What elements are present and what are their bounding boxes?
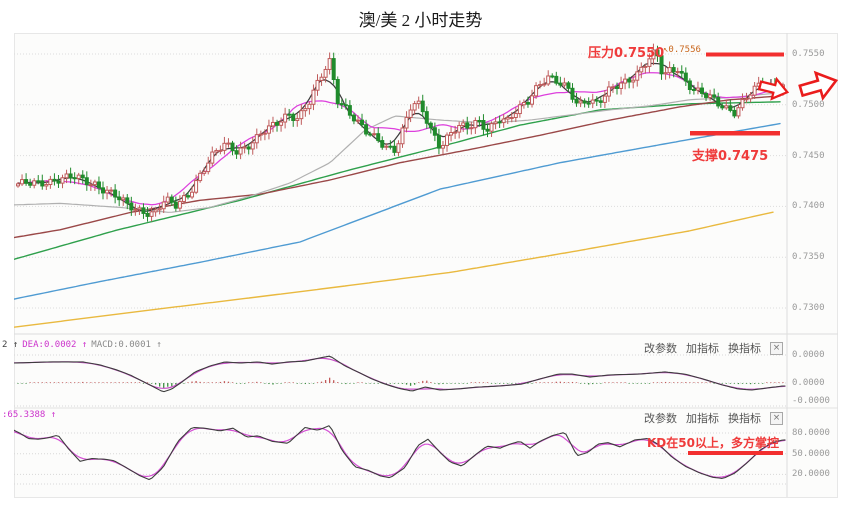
time-axis (14, 484, 787, 497)
kd-controls: 改参数 加指标 换指标 × (644, 410, 783, 426)
close-icon[interactable]: × (770, 411, 783, 425)
chart-container (14, 33, 838, 498)
y-axis-tick: 0.7500 (792, 99, 825, 110)
y-axis-tick: -0.0000 (792, 396, 830, 406)
arrow-up-left-icon: ↖ (663, 45, 669, 55)
high-price-marker: ↖0.7556 (663, 45, 701, 55)
kd-panel-header: :65.3388 ↑ 改参数 加指标 换指标 × (0, 410, 841, 426)
kd-annotation: KD在50以上，多方掌控 (647, 436, 779, 450)
y-axis-tick: 0.7450 (792, 150, 825, 161)
y-axis-tick: 0.0000 (792, 350, 825, 360)
resistance-label: 压力0.7550 (588, 46, 665, 61)
y-axis-tick: 0.7300 (792, 303, 825, 313)
high-price-value: 0.7556 (668, 45, 701, 55)
switch-indicator-button[interactable]: 换指标 (728, 412, 761, 425)
y-axis-tick: 80.0000 (792, 428, 830, 438)
macd-values-label: 2 ↑ DEA:0.0002 ↑ MACD:0.0001 ↑ (2, 340, 166, 350)
y-axis-tick: 20.0000 (792, 469, 830, 480)
macd-controls: 改参数 加指标 换指标 × (644, 340, 783, 356)
macd-value: DEA:0.0002 ↑ (22, 340, 88, 350)
y-axis-tick: 0.7350 (792, 252, 825, 263)
chart-title: 澳/美 2 小时走势 (358, 11, 483, 30)
close-icon[interactable]: × (770, 341, 783, 355)
add-indicator-button[interactable]: 加指标 (686, 412, 719, 425)
macd-panel-header: 2 ↑ DEA:0.0002 ↑ MACD:0.0001 ↑ 改参数 加指标 换指标… (0, 340, 841, 356)
y-axis-tick: 0.7550 (792, 49, 825, 59)
change-params-button[interactable]: 改参数 (644, 342, 677, 355)
y-axis-tick: 50.0000 (792, 448, 830, 459)
y-axis-tick: 0.7400 (792, 201, 825, 212)
change-params-button[interactable]: 改参数 (644, 412, 677, 425)
macd-value: MACD:0.0001 ↑ (91, 340, 162, 350)
switch-indicator-button[interactable]: 换指标 (728, 342, 761, 355)
support-label: 支撑0.7475 (692, 149, 769, 164)
macd-value: 2 ↑ (2, 340, 19, 350)
kd-values-label: :65.3388 ↑ (2, 410, 57, 420)
y-axis-tick: 0.0000 (792, 378, 825, 388)
add-indicator-button[interactable]: 加指标 (686, 342, 719, 355)
